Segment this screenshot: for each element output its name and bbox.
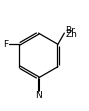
Text: Br: Br (65, 26, 75, 35)
Text: Zn: Zn (65, 30, 77, 39)
Text: F: F (3, 40, 8, 49)
Text: N: N (35, 91, 42, 100)
